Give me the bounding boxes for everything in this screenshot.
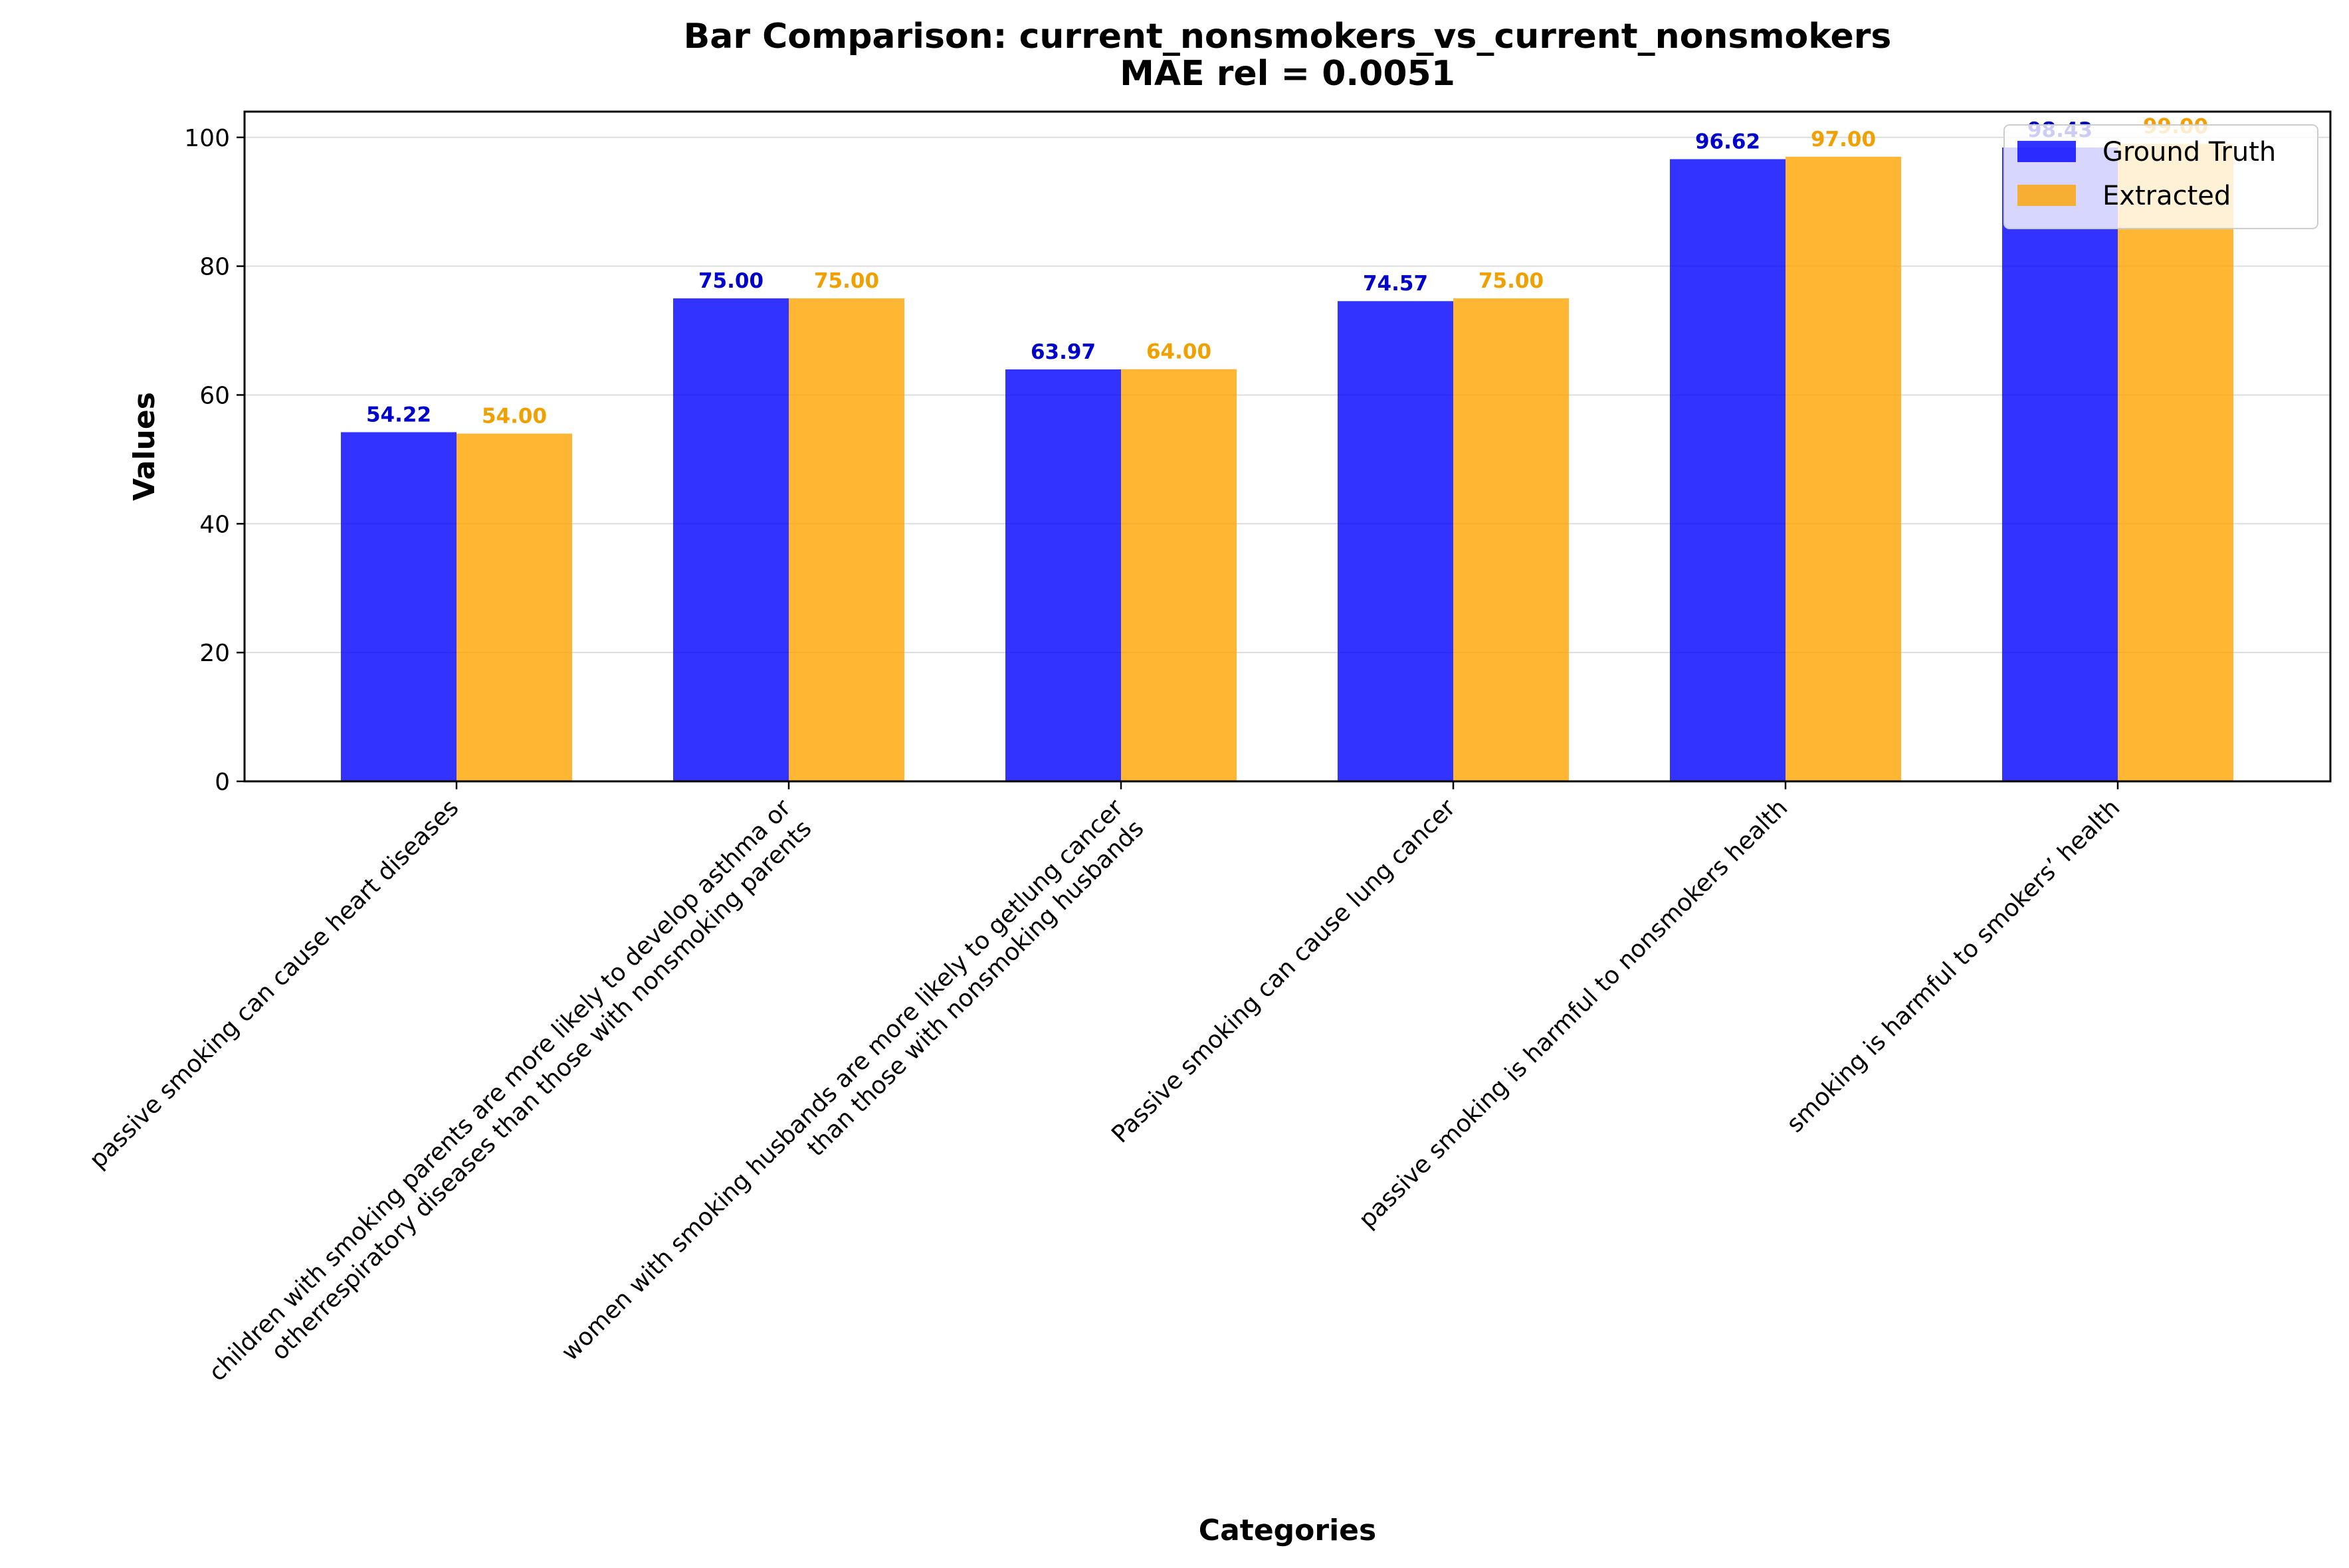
bar-extracted — [457, 433, 572, 781]
y-tick-label: 100 — [184, 125, 230, 152]
bar-ground-truth — [2002, 147, 2118, 782]
chart-title: Bar Comparison: current_nonsmokers_vs_cu… — [684, 17, 1892, 94]
bar-value-label: 54.00 — [482, 405, 547, 429]
bar-value-label: 75.00 — [698, 269, 764, 293]
bar-extracted — [789, 298, 904, 782]
bar-value-label: 63.97 — [1031, 340, 1096, 364]
bars-group — [341, 144, 2233, 782]
y-tick-label: 20 — [199, 640, 230, 667]
bar-ground-truth — [673, 298, 789, 782]
plot-area-frame — [243, 110, 2332, 783]
bar-value-label: 74.57 — [1363, 272, 1428, 296]
bar-value-label: 97.00 — [1811, 128, 1876, 151]
legend-label: Ground Truth — [2102, 137, 2276, 167]
bar-value-label: 96.62 — [1695, 130, 1760, 154]
legend-label: Extracted — [2102, 181, 2231, 211]
legend-box — [2003, 124, 2318, 229]
y-tick-label: 80 — [199, 254, 230, 281]
y-tick-label: 40 — [199, 511, 230, 538]
bar-extracted — [1786, 156, 1901, 781]
bar-extracted — [1453, 298, 1569, 782]
title-line-2: MAE rel = 0.0051 — [1120, 54, 1455, 94]
bar-ground-truth — [1338, 301, 1453, 781]
y-axis: 0 20 40 60 80 100 — [184, 125, 245, 796]
bar-ground-truth — [1005, 369, 1121, 781]
legend-swatch — [2017, 141, 2076, 162]
bar-ground-truth — [341, 432, 457, 781]
bar-value-label: 54.22 — [366, 403, 431, 427]
y-tick-label: 0 — [215, 769, 230, 796]
bar-ground-truth — [1670, 159, 1786, 781]
y-axis-label: Values — [128, 392, 161, 501]
bar-extracted — [2118, 144, 2233, 781]
legend: Ground Truth Extracted — [2003, 124, 2318, 229]
y-tick-label: 60 — [199, 382, 230, 409]
bar-value-label: 75.00 — [1479, 269, 1544, 293]
title-line-1: Bar Comparison: current_nonsmokers_vs_cu… — [684, 17, 1892, 56]
x-axis-label: Categories — [1199, 1514, 1376, 1547]
bar-value-label: 75.00 — [814, 269, 879, 293]
bar-value-label: 64.00 — [1146, 340, 1211, 364]
legend-swatch — [2017, 185, 2076, 206]
bar-extracted — [1121, 369, 1237, 781]
